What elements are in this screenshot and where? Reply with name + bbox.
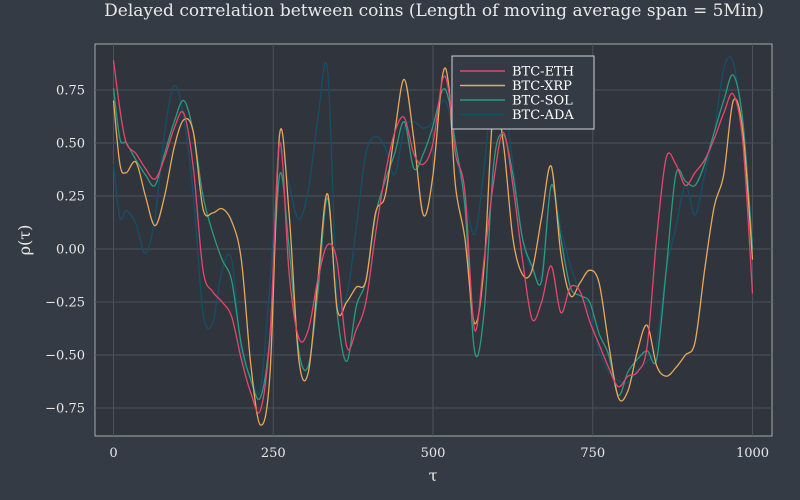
series-group xyxy=(112,56,754,426)
y-axis-ticks: −0.75 −0.50 −0.25 0.00 0.25 0.50 0.75 xyxy=(45,84,85,417)
y-tick-label: 0.75 xyxy=(56,84,85,99)
grid xyxy=(95,44,772,436)
legend-box xyxy=(451,55,595,130)
y-tick-label: −0.75 xyxy=(45,402,85,417)
x-tick-label: 500 xyxy=(421,446,446,461)
x-tick-label: 750 xyxy=(580,446,605,461)
y-tick-label: −0.25 xyxy=(45,296,85,311)
y-tick-label: 0.25 xyxy=(56,190,85,205)
y-tick-label: 0.50 xyxy=(56,137,85,152)
legend-label-btc-sol: BTC-SOL xyxy=(512,94,573,109)
series-line-btc-xrp xyxy=(112,67,754,426)
series-line-btc-sol xyxy=(112,74,754,400)
chart-title: Delayed correlation between coins (Lengt… xyxy=(104,1,764,21)
legend-label-btc-ada: BTC-ADA xyxy=(512,108,574,123)
x-axis-label: τ xyxy=(429,466,438,485)
y-tick-label: −0.50 xyxy=(45,349,85,364)
y-tick-label: 0.00 xyxy=(56,243,85,258)
x-tick-label: 250 xyxy=(261,446,286,461)
y-axis-label: ρ(τ) xyxy=(15,225,34,256)
legend-label-btc-eth: BTC-ETH xyxy=(512,65,574,80)
x-axis-ticks: 0 250 500 750 1000 xyxy=(109,446,769,461)
legend-label-btc-xrp: BTC-XRP xyxy=(512,79,572,94)
x-tick-label: 0 xyxy=(109,446,117,461)
series-line-btc-eth xyxy=(112,60,754,414)
x-tick-label: 1000 xyxy=(736,446,769,461)
